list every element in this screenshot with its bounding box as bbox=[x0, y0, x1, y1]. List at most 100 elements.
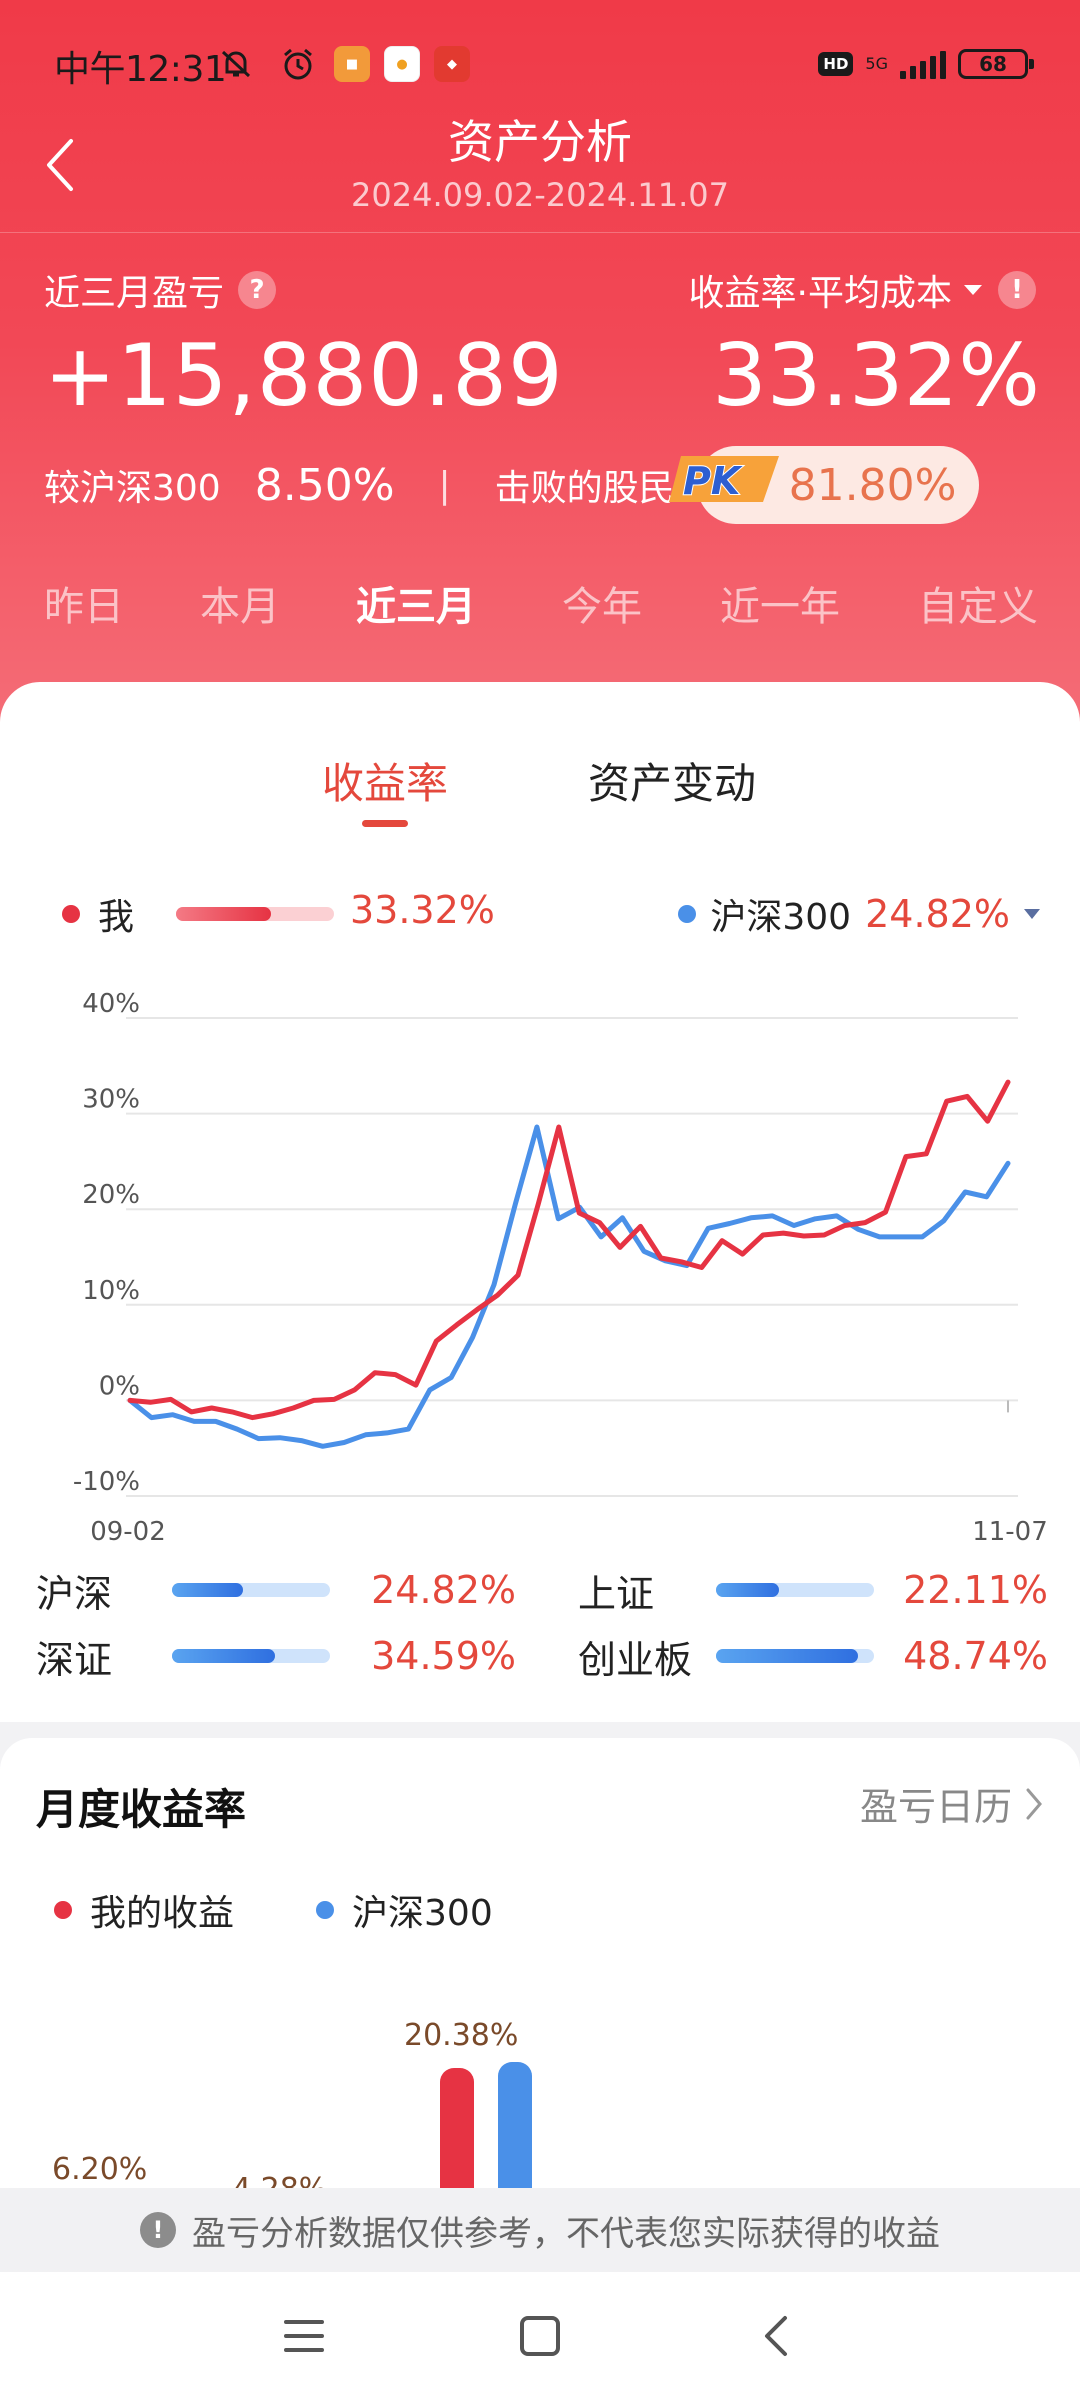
monthly-bar-hs300[interactable] bbox=[498, 2062, 532, 2198]
page-title: 资产分析 bbox=[448, 115, 632, 169]
index-shangzheng: 上证 22.11% bbox=[578, 1560, 1048, 1620]
tab-one-year[interactable]: 近一年 bbox=[720, 584, 840, 630]
battery-icon: 68 bbox=[958, 49, 1034, 79]
monthly-bar-me[interactable] bbox=[440, 2068, 474, 2198]
index-name: 深证 bbox=[36, 1637, 113, 1682]
network-type: 5G bbox=[865, 54, 888, 73]
series-line-me bbox=[127, 1079, 1011, 1421]
home-square-icon[interactable] bbox=[510, 2306, 570, 2366]
compare-label: 较沪深300 bbox=[44, 468, 221, 509]
tab-asset-change[interactable]: 资产变动 bbox=[588, 759, 757, 808]
status-bar: 中午12:31 ■ ● ◆ HD 5G 68 bbox=[0, 38, 1080, 90]
y-tick-label: 30% bbox=[82, 1085, 140, 1115]
legend-hs300[interactable]: 沪深300 24.82% bbox=[678, 888, 1040, 940]
index-value: 22.11% bbox=[903, 1568, 1048, 1612]
disclaimer-text: 盈亏分析数据仅供参考，不代表您实际获得的收益 bbox=[192, 2213, 940, 2254]
monthly-label-sep: 6.20% bbox=[52, 2152, 148, 2187]
tab-custom[interactable]: 自定义 bbox=[918, 584, 1038, 630]
caret-down-icon bbox=[1024, 909, 1040, 919]
rate-mode-selector[interactable]: 收益率·平均成本 ! bbox=[689, 264, 1036, 316]
period-tabs: 昨日 本月 近三月 今年 近一年 自定义 bbox=[0, 574, 1080, 644]
nav-bar: 资产分析 2024.09.02-2024.11.07 bbox=[0, 100, 1080, 230]
y-tick-label: -10% bbox=[73, 1467, 140, 1497]
chart-legend: 我 33.32% 沪深300 24.82% bbox=[0, 888, 1080, 938]
tab-yesterday[interactable]: 昨日 bbox=[44, 584, 124, 630]
legend-me-bar bbox=[176, 907, 335, 921]
index-bar bbox=[716, 1649, 874, 1663]
disclaimer-bar: ! 盈亏分析数据仅供参考，不代表您实际获得的收益 bbox=[0, 2188, 1080, 2272]
index-value: 24.82% bbox=[371, 1568, 516, 1612]
menu-icon[interactable] bbox=[274, 2306, 334, 2366]
compare-row: 较沪深300 8.50% | 击败的股民 PK 81.80% bbox=[44, 446, 1044, 524]
back-button[interactable] bbox=[30, 130, 90, 200]
rate-value: 33.32% bbox=[712, 326, 1040, 426]
tab-underline bbox=[362, 820, 408, 827]
index-bar-fill bbox=[172, 1583, 244, 1597]
alarm-icon bbox=[280, 46, 316, 82]
y-tick-label: 20% bbox=[82, 1180, 140, 1210]
tab-return-rate[interactable]: 收益率 bbox=[322, 759, 449, 808]
series-line-hs300 bbox=[127, 1124, 1011, 1449]
monthly-label-nov: 20.38% bbox=[404, 2018, 519, 2053]
beat-value: 81.80% bbox=[788, 459, 957, 511]
index-bar-fill bbox=[716, 1583, 780, 1597]
legend-me-bar-fill bbox=[176, 907, 271, 921]
index-bar-fill bbox=[716, 1649, 859, 1663]
index-hushen: 沪深 24.82% bbox=[36, 1560, 516, 1620]
index-value: 34.59% bbox=[371, 1634, 516, 1678]
index-chuangye: 创业板 48.74% bbox=[578, 1626, 1048, 1686]
system-nav-bar bbox=[0, 2272, 1080, 2400]
battery-level: 68 bbox=[979, 52, 1007, 76]
index-bar bbox=[172, 1649, 330, 1663]
monthly-legend: 我的收益 沪深300 bbox=[54, 1884, 493, 1936]
legend-me-value: 33.32% bbox=[350, 888, 495, 932]
app-icon-red: ◆ bbox=[434, 46, 470, 82]
app-icon-yellow: ● bbox=[384, 46, 420, 82]
pk-text: PK bbox=[683, 459, 743, 503]
legend-me-dot bbox=[62, 905, 80, 923]
legend-hs-label: 沪深300 bbox=[710, 897, 852, 938]
index-shenzheng: 深证 34.59% bbox=[36, 1626, 516, 1686]
index-bar-fill bbox=[172, 1649, 275, 1663]
y-tick-label: 10% bbox=[82, 1276, 140, 1306]
index-compare-grid: 沪深 24.82% 上证 22.11% 深证 34.59% 创业板 48.74% bbox=[0, 1560, 1080, 1700]
monthly-title: 月度收益率 bbox=[36, 1785, 247, 1834]
pk-badge[interactable]: PK 81.80% bbox=[668, 446, 979, 524]
caret-down-icon bbox=[964, 285, 982, 295]
mute-bell-icon bbox=[218, 46, 254, 82]
date-range: 2024.09.02-2024.11.07 bbox=[351, 176, 729, 214]
legend-hs-dot bbox=[678, 905, 697, 923]
index-bar bbox=[716, 1583, 874, 1597]
index-name: 沪深 bbox=[36, 1571, 113, 1616]
legend-hs-value: 24.82% bbox=[865, 892, 1010, 936]
rate-label: 收益率·平均成本 bbox=[688, 273, 952, 314]
tab-this-year[interactable]: 今年 bbox=[562, 584, 642, 630]
index-name: 创业板 bbox=[578, 1637, 693, 1682]
status-time: 中午12:31 bbox=[54, 49, 227, 90]
calendar-link[interactable]: 盈亏日历 bbox=[860, 1776, 1044, 1831]
help-icon[interactable]: ? bbox=[238, 271, 277, 309]
back-icon[interactable] bbox=[746, 2306, 806, 2366]
legend-my-dot bbox=[54, 1901, 72, 1919]
compare-value: 8.50% bbox=[254, 459, 395, 511]
index-name: 上证 bbox=[578, 1571, 655, 1616]
index-bar bbox=[172, 1583, 330, 1597]
calendar-link-label: 盈亏日历 bbox=[859, 1785, 1012, 1829]
index-value: 48.74% bbox=[903, 1634, 1048, 1678]
legend-my-label: 我的收益 bbox=[90, 1893, 235, 1934]
signal-icon bbox=[900, 49, 946, 79]
pl-label-group: 近三月盈亏 ? bbox=[44, 264, 277, 316]
tab-three-months[interactable]: 近三月 bbox=[356, 584, 476, 630]
chevron-right-icon bbox=[1026, 1788, 1042, 1819]
info-icon[interactable]: ! bbox=[998, 271, 1036, 309]
legend-hs-label: 沪深300 bbox=[352, 1893, 493, 1934]
legend-me-label: 我 bbox=[98, 897, 135, 938]
y-tick-label: 40% bbox=[82, 989, 140, 1019]
beat-label: 击败的股民 bbox=[494, 468, 675, 509]
y-tick-label: 0% bbox=[99, 1371, 140, 1401]
legend-me: 我 bbox=[62, 888, 335, 940]
return-line-chart[interactable]: 40% 30% 20% 10% 0% -10% 09-02 11-07 bbox=[0, 970, 1080, 1550]
tab-this-month[interactable]: 本月 bbox=[200, 584, 280, 630]
pk-logo-icon: PK bbox=[668, 456, 779, 504]
header-hero: 中午12:31 ■ ● ◆ HD 5G 68 资产分析 2024.09.02-2… bbox=[0, 0, 1080, 760]
